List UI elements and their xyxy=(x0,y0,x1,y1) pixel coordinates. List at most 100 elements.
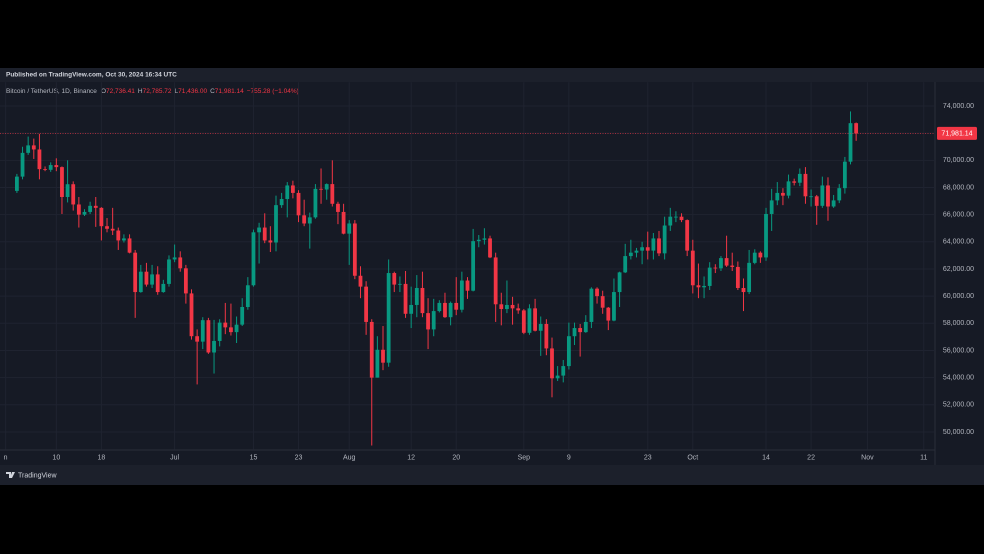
candle xyxy=(431,298,436,337)
panel xyxy=(0,68,984,485)
candle xyxy=(324,183,329,200)
candle xyxy=(640,241,645,265)
x-tick-label: 10 xyxy=(52,454,60,461)
candle-body xyxy=(482,238,487,240)
candle-body xyxy=(178,257,183,269)
candle-body xyxy=(245,285,250,307)
candle-body xyxy=(572,328,577,337)
candle-body xyxy=(533,308,537,331)
candle-body xyxy=(307,217,312,224)
candle-body xyxy=(155,274,160,293)
candle xyxy=(234,316,239,343)
candle xyxy=(696,263,701,299)
candle-body xyxy=(347,223,352,234)
candle xyxy=(775,182,780,206)
candle xyxy=(161,279,166,293)
candle xyxy=(752,249,757,265)
candle-body xyxy=(735,266,740,288)
candle-body xyxy=(668,216,673,226)
x-tick-label: Nov xyxy=(861,454,874,461)
y-tick-label: 74,000.00 xyxy=(943,103,974,110)
brand-logo xyxy=(6,472,15,478)
candle-body xyxy=(65,184,70,197)
candle xyxy=(781,188,785,206)
candle xyxy=(392,271,397,293)
candle-body xyxy=(758,252,763,258)
candle xyxy=(826,177,830,221)
candle xyxy=(144,262,149,287)
candle xyxy=(122,234,126,243)
candle-body xyxy=(764,213,768,258)
candle-body xyxy=(262,227,267,241)
candle xyxy=(110,207,115,236)
candle xyxy=(262,213,267,244)
candle xyxy=(285,182,290,218)
candle-body xyxy=(797,173,802,183)
candle xyxy=(409,286,414,329)
candle xyxy=(279,192,284,208)
y-tick-label: 68,000.00 xyxy=(943,184,974,191)
candle-body xyxy=(685,220,690,251)
candle-body xyxy=(127,238,132,253)
candle xyxy=(797,168,802,187)
candle-body xyxy=(99,207,104,227)
candle-body xyxy=(133,252,138,293)
candle-body xyxy=(493,257,498,305)
candle-body xyxy=(538,323,543,331)
candle-body xyxy=(448,302,453,318)
candle xyxy=(730,252,735,272)
candle xyxy=(195,329,200,385)
candle xyxy=(330,160,335,207)
candle-body xyxy=(443,302,447,318)
candle xyxy=(200,317,205,350)
candle-body xyxy=(138,271,143,293)
candle-body xyxy=(814,196,819,206)
candle xyxy=(516,303,521,314)
candle-body xyxy=(690,250,695,286)
candle-body xyxy=(566,336,571,367)
last-price-box xyxy=(937,126,977,140)
candle xyxy=(634,247,639,258)
candle xyxy=(465,277,470,299)
candle xyxy=(499,292,504,326)
candle-body xyxy=(527,308,532,333)
symbol: Bitcoin / TetherUS, 1D, Binance xyxy=(6,88,97,95)
candle-body xyxy=(352,223,357,276)
candle-body xyxy=(251,232,256,286)
candle xyxy=(268,226,273,252)
grid xyxy=(0,82,935,450)
candle-body xyxy=(358,275,363,287)
last-price-label: 71,981.14 xyxy=(941,130,972,137)
candle-body xyxy=(702,285,706,288)
y-tick-label: 56,000.00 xyxy=(943,347,974,354)
ohlc-value: 72,736.41 xyxy=(106,88,135,95)
candle-body xyxy=(313,188,318,218)
candle xyxy=(623,243,628,274)
candle-body xyxy=(54,165,59,168)
candle xyxy=(150,264,154,288)
candle-body xyxy=(459,280,464,310)
candle-body xyxy=(662,225,667,254)
candle-body xyxy=(279,199,284,206)
candle-body xyxy=(657,238,661,254)
candle xyxy=(471,228,476,292)
x-tick-label: 11 xyxy=(920,454,927,461)
candle-body xyxy=(26,145,31,153)
candle xyxy=(719,256,723,272)
candle-body xyxy=(741,287,746,293)
candle xyxy=(313,184,318,219)
candle xyxy=(448,301,453,326)
candle xyxy=(296,190,301,223)
ohlc-value: 71,981.14 xyxy=(215,88,244,95)
candle xyxy=(60,166,64,214)
candle xyxy=(240,298,245,327)
header-bar xyxy=(0,68,984,82)
candle xyxy=(155,266,160,295)
candle-body xyxy=(14,176,19,191)
candle xyxy=(566,322,571,370)
candle xyxy=(578,323,583,357)
symbol-line: Bitcoin / TetherUS, 1D, Binance O72,736.4… xyxy=(6,88,299,95)
candle xyxy=(229,303,233,336)
ohlc-key: O xyxy=(101,88,106,95)
candle-body xyxy=(296,192,301,216)
